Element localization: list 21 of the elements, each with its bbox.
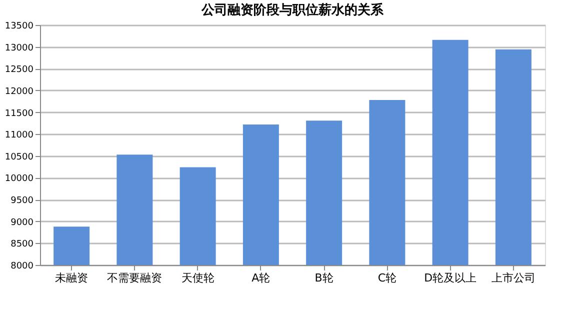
y-tick-label: 9000 (10, 218, 34, 228)
x-tick-label: B轮 (314, 272, 334, 284)
y-tick-label: 13000 (4, 43, 34, 54)
x-tick-label: C轮 (378, 272, 397, 284)
y-tick-label: 12500 (4, 65, 34, 76)
y-tick-label: 8000 (10, 262, 34, 272)
x-tick-label: 不需要融资 (107, 272, 162, 284)
x-tick-label: A轮 (252, 272, 270, 284)
y-tick-label: 11000 (4, 130, 34, 141)
chart-title: 公司融资阶段与职位薪水的关系 (200, 2, 384, 18)
y-tick-label: 10000 (4, 174, 34, 184)
y-tick-label: 10500 (4, 152, 34, 162)
x-tick-label: 未融资 (55, 272, 88, 284)
y-tick-label: 8500 (10, 240, 34, 250)
x-tick-label: 上市公司 (491, 272, 536, 284)
y-tick-label: 11500 (4, 108, 34, 119)
x-tick-label: D轮及以上 (424, 272, 477, 284)
y-tick-label: 12000 (4, 86, 34, 97)
y-tick-label: 13500 (4, 22, 34, 32)
y-tick-label: 9500 (10, 196, 34, 206)
x-tick-label: 天使轮 (181, 272, 214, 284)
